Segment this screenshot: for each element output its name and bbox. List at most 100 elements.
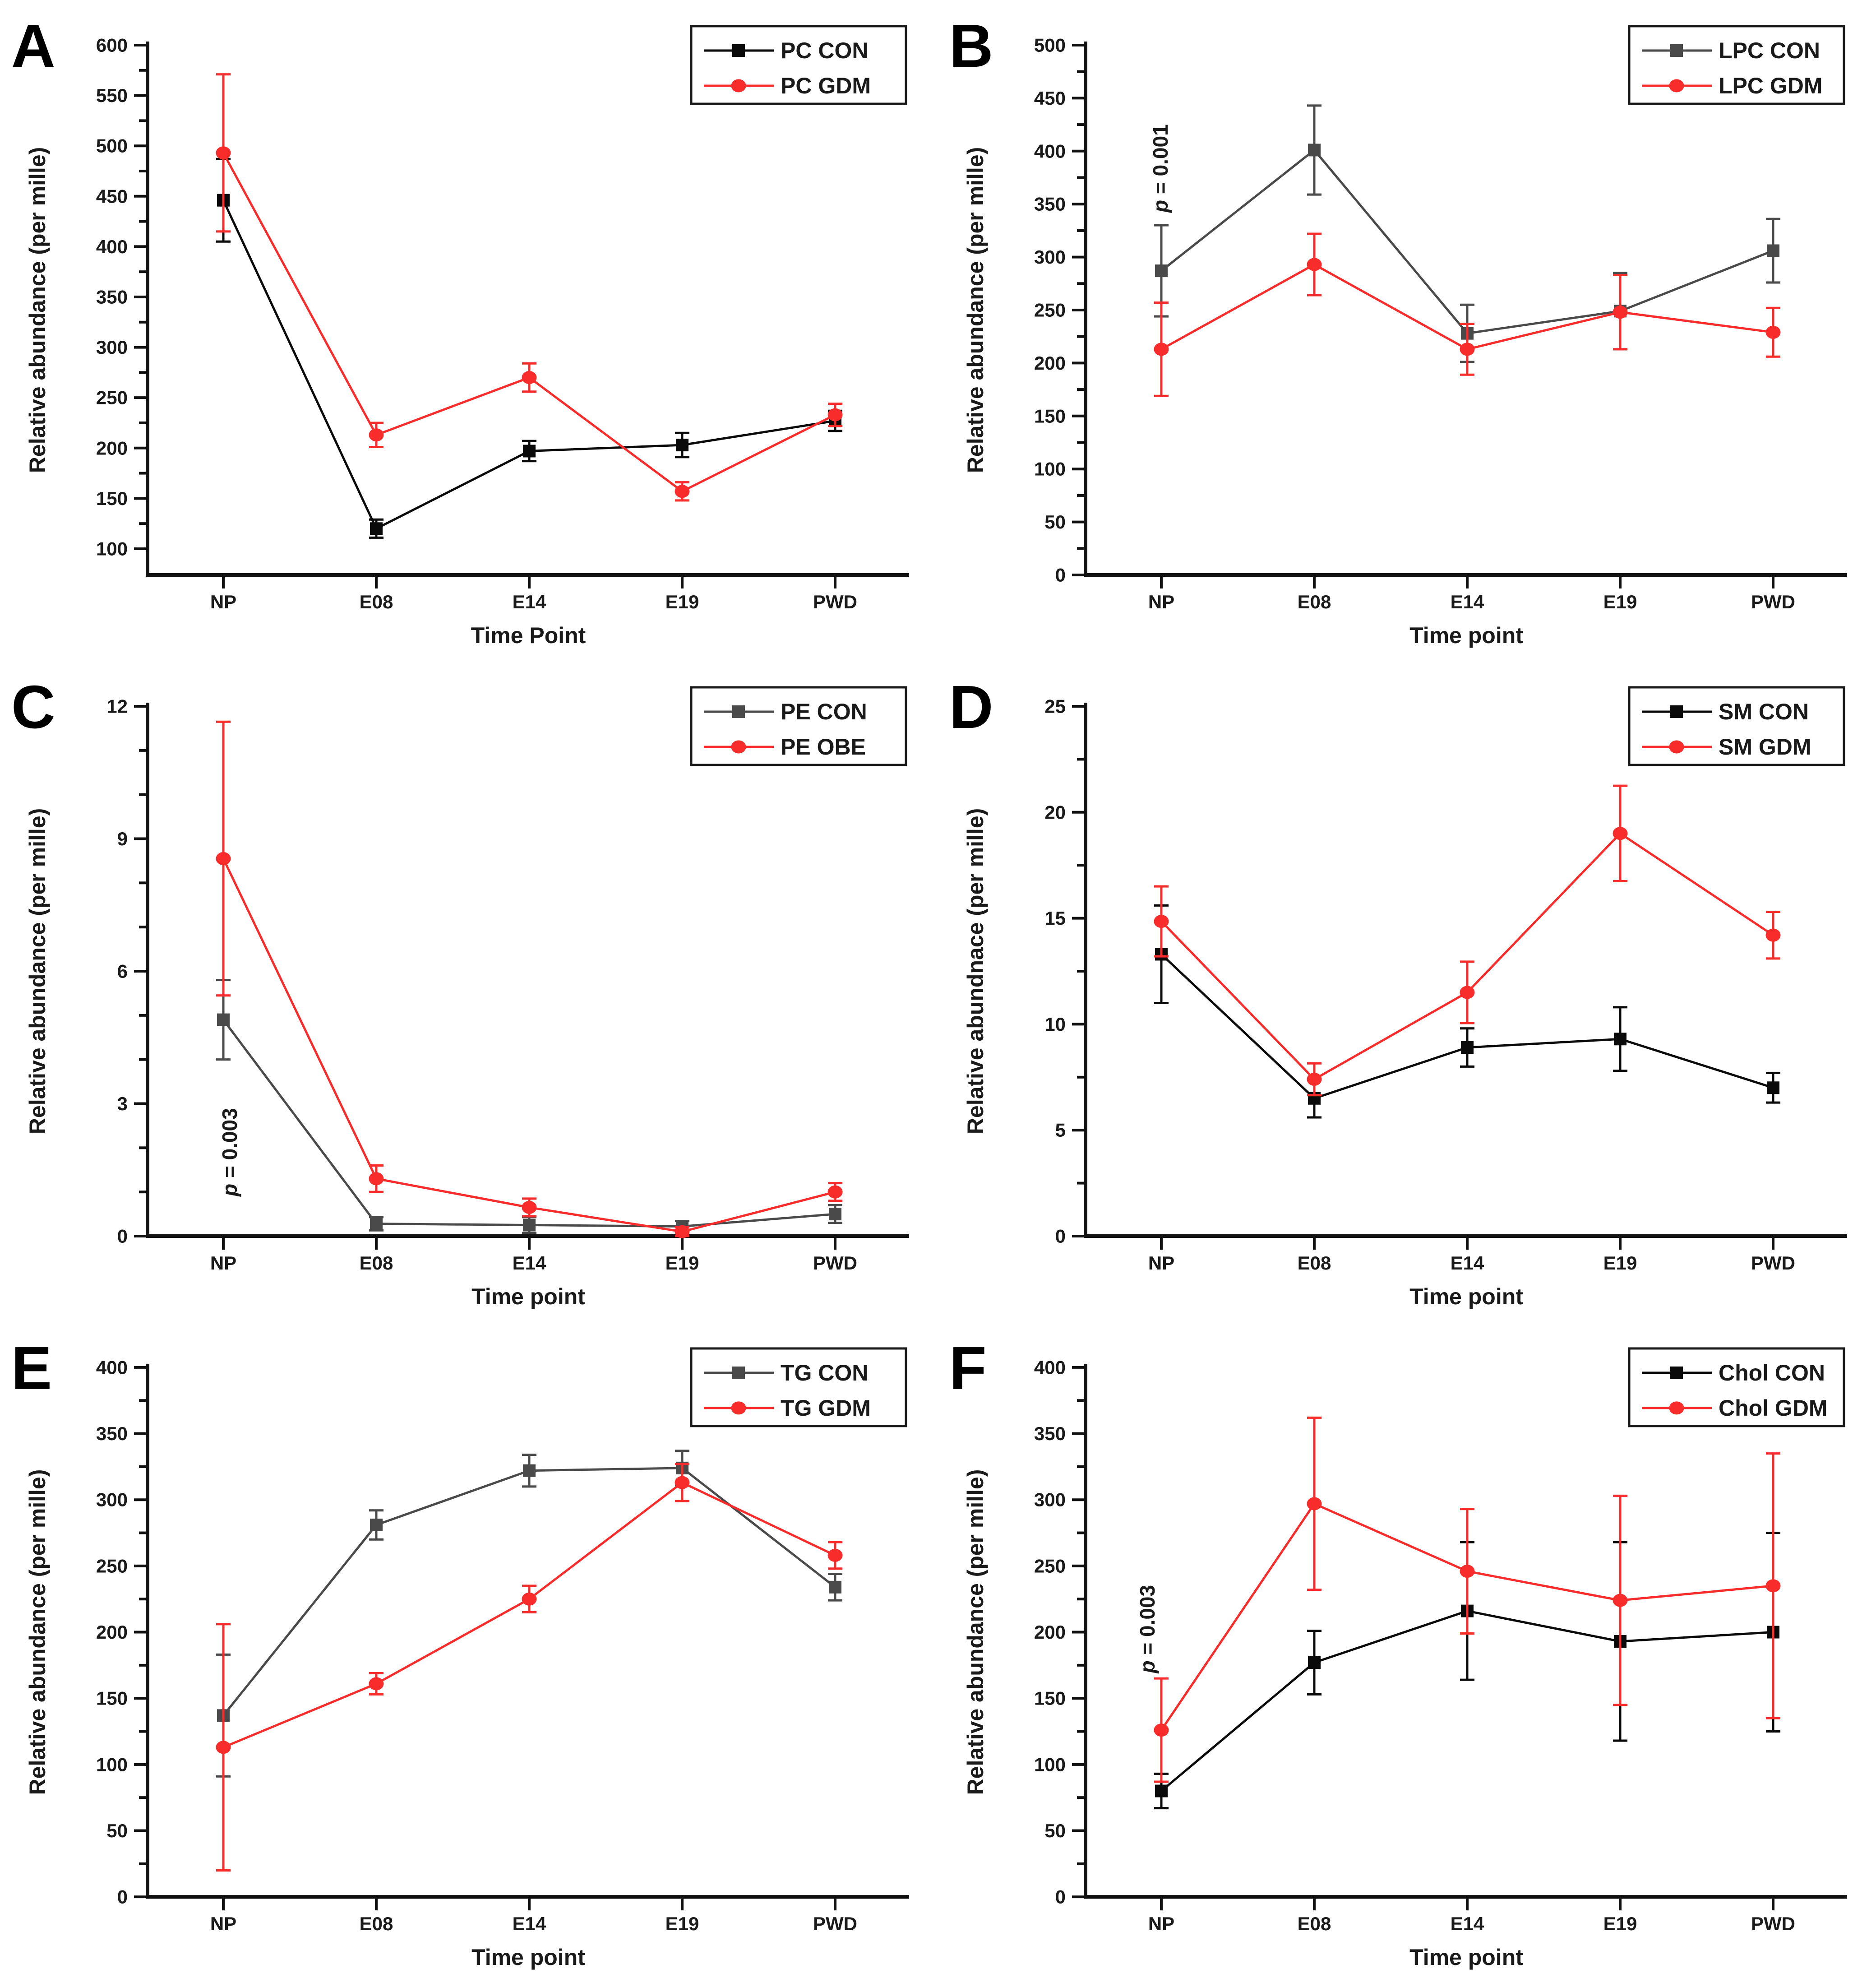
circle-marker [1613, 306, 1628, 319]
panel-letter: E [11, 1334, 52, 1402]
y-tick-label: 250 [96, 387, 128, 408]
circle-marker [1154, 915, 1169, 928]
x-category-label: NP [210, 591, 236, 612]
panel-letter: A [11, 12, 55, 80]
y-tick-label: 50 [1044, 1820, 1066, 1841]
y-tick-label: 250 [1034, 1555, 1066, 1576]
x-axis-title: Time point [1409, 1284, 1523, 1309]
circle-marker [1154, 343, 1169, 356]
circle-marker [827, 1185, 843, 1199]
y-tick-label: 350 [1034, 194, 1066, 215]
circle-marker [675, 485, 690, 498]
circle-marker [1765, 928, 1781, 942]
x-axis-title: Time point [471, 1945, 585, 1970]
y-tick-label: 0 [1055, 1226, 1066, 1247]
p-value-annotation: p = 0.001 [1149, 124, 1172, 213]
legend-box [1628, 25, 1845, 105]
square-marker [1767, 244, 1779, 257]
panel-background [0, 661, 938, 1322]
panel-letter: D [949, 673, 993, 741]
panel-background [938, 661, 1876, 1322]
y-tick-label: 100 [1034, 1754, 1066, 1775]
y-axis-title: Relative abundance (per mille) [25, 1469, 50, 1795]
legend-label: SM GDM [1719, 734, 1811, 760]
legend-circle-marker [1669, 79, 1684, 93]
y-tick-label: 200 [96, 1622, 128, 1643]
legend-label: LPC CON [1719, 38, 1820, 63]
circle-marker [675, 1476, 690, 1489]
legend-circle-marker [1669, 740, 1684, 754]
y-tick-label: 350 [96, 286, 128, 307]
legend-label: TG CON [781, 1360, 868, 1385]
x-axis-title: Time Point [471, 623, 586, 648]
legend-label: Chol CON [1719, 1360, 1825, 1385]
x-category-label: E19 [665, 1913, 699, 1934]
panel-letter: B [949, 12, 993, 80]
y-tick-label: 20 [1044, 802, 1066, 823]
legend-box [1628, 1347, 1845, 1427]
y-axis-title: Relative abundance (per mille) [963, 1469, 988, 1795]
square-marker [1308, 1656, 1321, 1669]
x-category-label: E14 [513, 591, 546, 612]
legend-label: TG GDM [781, 1395, 871, 1421]
y-tick-label: 250 [1034, 300, 1066, 321]
circle-marker [1154, 1724, 1169, 1737]
x-category-label: PWD [813, 591, 857, 612]
x-category-label: E08 [1298, 591, 1331, 612]
chart-A: 100 150 200 250 300 350 400 450 500 550 600 NP E08 E1… [0, 0, 938, 661]
circle-marker [1613, 1594, 1628, 1607]
legend: SM CON SM GDM [1628, 686, 1845, 766]
legend-label: PC CON [781, 38, 868, 63]
y-tick-label: 300 [1034, 1489, 1066, 1510]
y-axis-title: Relative abundnace (per mille) [963, 808, 988, 1134]
x-category-label: E19 [665, 591, 699, 612]
legend-circle-marker [731, 1401, 746, 1415]
y-tick-label: 150 [96, 488, 128, 509]
square-marker [370, 522, 383, 535]
legend-label: Chol GDM [1719, 1395, 1828, 1421]
circle-marker [522, 1592, 537, 1606]
y-tick-label: 12 [106, 696, 128, 717]
x-category-label: E14 [1451, 591, 1484, 612]
series-Chol-GDM [1154, 1416, 1781, 1783]
circle-marker [216, 852, 231, 866]
x-category-label: NP [210, 1252, 236, 1274]
y-tick-label: 300 [1034, 246, 1066, 268]
series-PC-GDM [216, 73, 843, 502]
legend-box [690, 686, 907, 766]
y-tick-label: 150 [96, 1688, 128, 1709]
x-axis-title: Time point [1409, 1945, 1523, 1970]
legend: LPC CON LPC GDM [1628, 25, 1845, 105]
series-SM-GDM [1154, 784, 1781, 1097]
chart-D: 0 5 10 15 20 25 NP E08 E14 E19 PWD Time point Relati… [938, 661, 1876, 1322]
x-category-label: E19 [665, 1252, 699, 1274]
square-marker [217, 1013, 230, 1026]
square-marker [1308, 144, 1321, 157]
square-marker [1155, 1784, 1168, 1798]
legend-label: SM CON [1719, 699, 1809, 724]
legend-circle-marker [731, 79, 746, 93]
circle-marker [1460, 1565, 1475, 1578]
series-TG-GDM [216, 1463, 843, 1872]
x-category-label: NP [1148, 1913, 1174, 1934]
p-value-annotation: p = 0.003 [1136, 1585, 1159, 1674]
square-marker [1614, 1033, 1626, 1046]
legend-square-marker [732, 1366, 745, 1379]
square-marker [370, 1217, 383, 1230]
x-category-label: E19 [1603, 1913, 1637, 1934]
x-category-label: E14 [513, 1913, 546, 1934]
legend-label: PE OBE [781, 734, 866, 760]
legend-box [1628, 686, 1845, 766]
legend-square-marker [1670, 705, 1683, 718]
panel-C: 0 3 6 9 12 NP E08 E14 E19 PWD Time point Relative a… [0, 661, 938, 1322]
x-category-label: E08 [360, 1913, 393, 1934]
y-tick-label: 400 [1034, 140, 1066, 162]
y-axis-title: Relative abundance (per mille) [25, 808, 50, 1134]
circle-marker [827, 1548, 843, 1562]
panel-letter: C [11, 673, 55, 741]
y-tick-label: 0 [117, 1226, 128, 1247]
y-tick-label: 150 [1034, 1688, 1066, 1709]
panel-D: 0 5 10 15 20 25 NP E08 E14 E19 PWD Time point Relati… [938, 661, 1876, 1322]
legend-circle-marker [1669, 1401, 1684, 1415]
